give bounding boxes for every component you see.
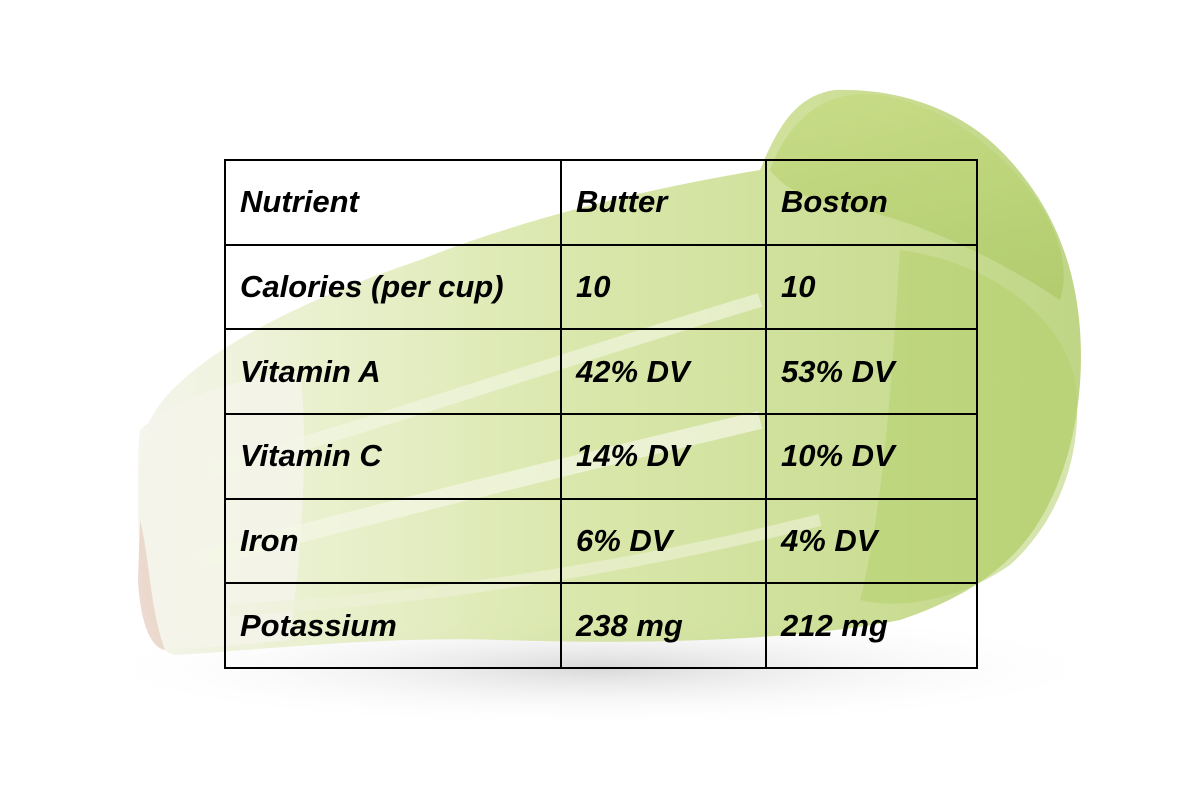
- butter-value-cell: 10: [560, 243, 767, 331]
- header-butter: Butter: [560, 159, 767, 246]
- nutrient-cell: Vitamin A: [224, 328, 562, 415]
- boston-value-cell: 53% DV: [765, 328, 978, 415]
- nutrient-cell: Potassium: [224, 582, 562, 669]
- butter-value-cell: 42% DV: [560, 328, 767, 415]
- butter-value-cell: 238 mg: [560, 582, 767, 669]
- header-boston: Boston: [765, 159, 978, 246]
- table-row: Calories (per cup) 10 10: [224, 243, 978, 331]
- table-header-row: Nutrient Butter Boston: [224, 159, 978, 246]
- boston-value-cell: 4% DV: [765, 497, 978, 585]
- butter-value-cell: 6% DV: [560, 497, 767, 585]
- table-row: Vitamin C 14% DV 10% DV: [224, 412, 978, 500]
- header-nutrient: Nutrient: [224, 159, 562, 246]
- boston-value-cell: 212 mg: [765, 582, 978, 669]
- lettuce-stem-end: [138, 520, 165, 650]
- table-row: Potassium 238 mg 212 mg: [224, 582, 978, 669]
- nutrient-cell: Vitamin C: [224, 412, 562, 500]
- table-row: Vitamin A 42% DV 53% DV: [224, 328, 978, 415]
- nutrient-cell: Calories (per cup): [224, 243, 562, 331]
- nutrition-comparison-table: Nutrient Butter Boston Calories (per cup…: [224, 159, 978, 669]
- nutrient-cell: Iron: [224, 497, 562, 585]
- butter-value-cell: 14% DV: [560, 412, 767, 500]
- table-row: Iron 6% DV 4% DV: [224, 497, 978, 585]
- boston-value-cell: 10% DV: [765, 412, 978, 500]
- boston-value-cell: 10: [765, 243, 978, 331]
